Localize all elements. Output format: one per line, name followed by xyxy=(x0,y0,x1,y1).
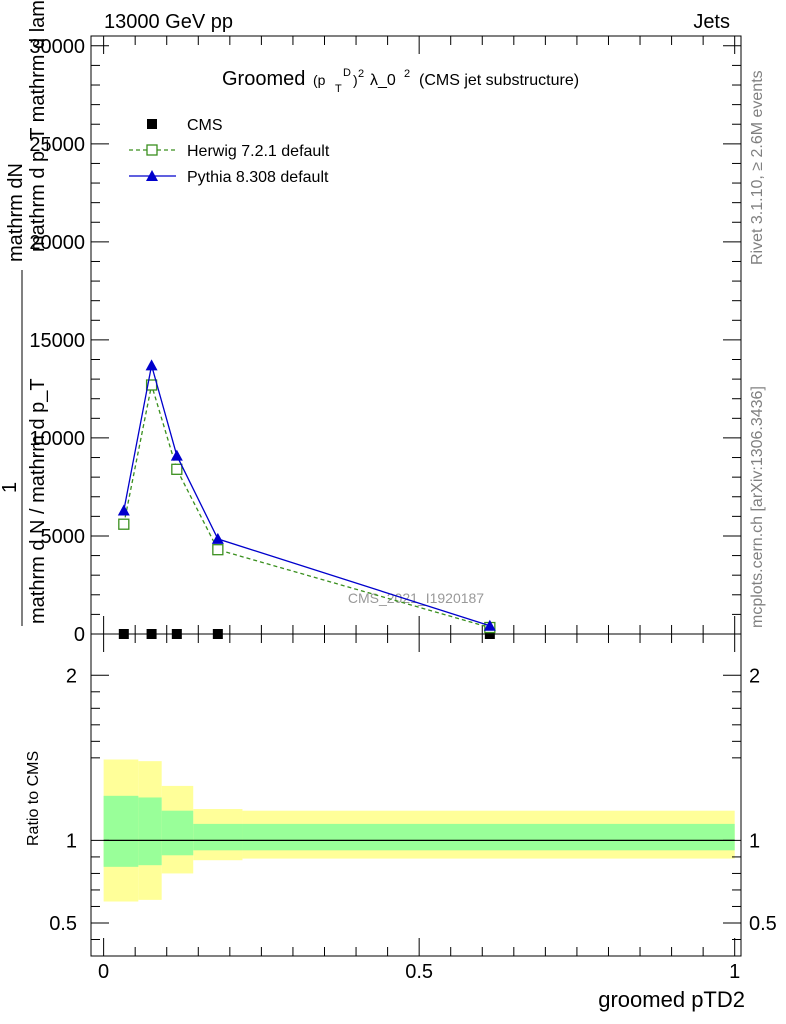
herwig-point xyxy=(171,463,183,475)
ratio-band-green xyxy=(138,797,162,866)
main-x-ticks xyxy=(103,36,736,634)
ratio-x-ticks: 0 0.5 1 xyxy=(98,634,740,983)
title-sub-T: T xyxy=(335,83,342,95)
series-line-2 xyxy=(123,365,491,627)
main-y-tick-label: 5000 xyxy=(41,526,86,548)
x-tick-label: 0.5 xyxy=(405,961,433,983)
main-y-ticks: 0 5000 10000 15000 20000 25000 30000 xyxy=(29,36,741,646)
ratio-y-tick-label-right: 1 xyxy=(749,830,760,852)
main-y-tick-label: 20000 xyxy=(29,232,85,254)
ratio-frame xyxy=(90,633,742,957)
title-sup-D: D xyxy=(343,67,351,79)
side-label-upper: Rivet 3.1.10, ≥ 2.6M events xyxy=(749,70,766,265)
ylabel-top2: mathrm d p_T mathrm d lambda xyxy=(27,0,49,252)
series-line-1 xyxy=(123,384,491,629)
pythia-point xyxy=(170,449,183,461)
legend-marker-pythia xyxy=(146,170,158,181)
ylabel-bottom: mathrm d N / mathrm d p_T xyxy=(27,378,49,624)
pythia-point xyxy=(211,532,224,544)
ratio-bands xyxy=(103,759,735,902)
ratio-band-green xyxy=(161,810,194,856)
ratio-band-green xyxy=(242,823,735,851)
title-paren-close: ) xyxy=(353,72,358,88)
y-axis-label: mathrm dN mathrm d p_T mathrm d lambda 1… xyxy=(0,0,49,626)
title-exp-2b: 2 xyxy=(404,68,410,80)
header-left: 13000 GeV pp xyxy=(104,11,233,33)
legend: CMS Herwig 7.2.1 default Pythia 8.308 de… xyxy=(129,117,330,186)
pythia-point xyxy=(117,504,130,516)
ratio-band-green xyxy=(103,795,139,867)
ratio-panel: 0.5 0.51 12 2 0 0.5 1 Ratio to CMS xyxy=(25,633,777,983)
pythia-point xyxy=(145,359,158,371)
title-exp-2: 2 xyxy=(358,68,364,80)
pythia-point xyxy=(483,619,496,631)
main-y-tick-label: 25000 xyxy=(29,134,85,156)
legend-marker-cms xyxy=(147,119,157,129)
main-y-tick-label: 30000 xyxy=(29,36,85,58)
ylabel-top: mathrm dN xyxy=(5,163,27,262)
main-y-tick-label: 15000 xyxy=(29,330,85,352)
main-panel: 0 5000 10000 15000 20000 25000 30000 CMS_2021_… xyxy=(0,0,742,646)
chart-title: Groomed (p D T ) 2 λ_0 2 (CMS jet substr… xyxy=(222,67,579,95)
legend-label-pythia: Pythia 8.308 default xyxy=(187,169,329,186)
legend-marker-herwig xyxy=(146,144,158,156)
main-y-tick-label: 0 xyxy=(74,624,85,646)
herwig-point xyxy=(212,544,224,556)
title-rest: (CMS jet substructure) xyxy=(419,72,579,89)
ratio-y-ticks: 0.5 0.5 1 1 2 2 xyxy=(49,665,777,940)
title-paren: (p xyxy=(313,72,326,88)
main-y-tick-label: 10000 xyxy=(29,428,85,450)
legend-label-herwig: Herwig 7.2.1 default xyxy=(187,143,330,160)
herwig-point xyxy=(118,518,130,530)
header-right: Jets xyxy=(693,11,730,33)
ratio-ylabel: Ratio to CMS xyxy=(25,751,42,846)
x-tick-label: 0 xyxy=(98,961,109,983)
ratio-y-tick-label: 2 xyxy=(66,665,77,687)
title-main: Groomed xyxy=(222,68,305,90)
ratio-y-tick-label: 1 xyxy=(66,830,77,852)
title-lambda: λ_0 xyxy=(370,72,396,89)
legend-label-cms: CMS xyxy=(187,117,223,134)
x-axis-label: groomed pTD2 xyxy=(598,987,745,1012)
ratio-y-tick-label-right: 0.5 xyxy=(749,913,777,935)
side-label-lower: mcplots.cern.ch [arXiv:1306.3436] xyxy=(749,386,766,628)
x-tick-label: 1 xyxy=(729,961,740,983)
watermark: CMS_2021_I1920187 xyxy=(348,590,484,606)
ylabel-mid: 1 xyxy=(0,482,21,493)
ratio-y-tick-label: 0.5 xyxy=(49,913,77,935)
ratio-band-green xyxy=(193,823,243,851)
ratio-y-tick-label-right: 2 xyxy=(749,665,760,687)
